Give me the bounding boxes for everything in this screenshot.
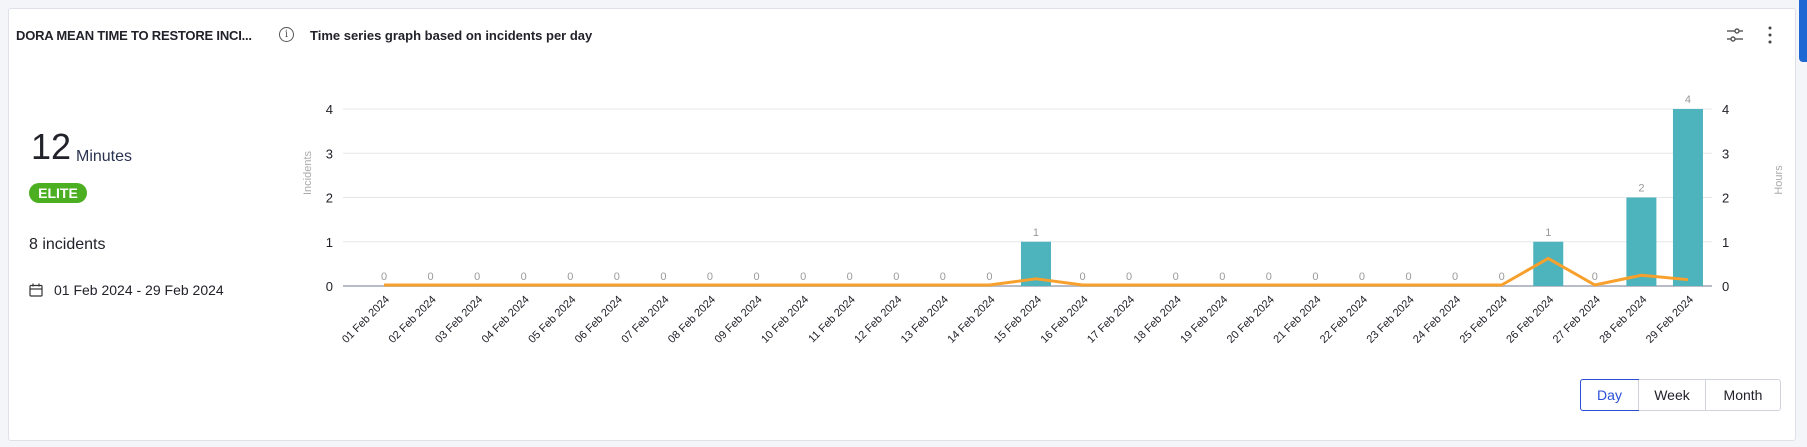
tab-day[interactable]: Day xyxy=(1580,379,1639,411)
bar-data-label: 0 xyxy=(1266,271,1272,283)
info-icon[interactable]: i xyxy=(279,27,294,42)
y2-tick-label: 1 xyxy=(1722,235,1729,250)
widget-title: DORA MEAN TIME TO RESTORE INCI... xyxy=(16,28,252,43)
x-tick-label: 28 Feb 2024 xyxy=(1597,294,1649,346)
bar-data-label: 0 xyxy=(1452,271,1458,283)
bar-data-label: 0 xyxy=(1312,271,1318,283)
bar-data-label: 0 xyxy=(1592,271,1598,283)
bar-data-label: 0 xyxy=(707,271,713,283)
bar-data-label: 0 xyxy=(1126,271,1132,283)
bar-data-label: 0 xyxy=(1173,271,1179,283)
y-tick-label: 3 xyxy=(326,146,333,161)
chart-subtitle: Time series graph based on incidents per… xyxy=(310,28,593,43)
bar-data-label: 0 xyxy=(753,271,759,283)
bar-data-label: 0 xyxy=(800,271,806,283)
x-tick-label: 14 Feb 2024 xyxy=(945,294,997,346)
x-tick-label: 19 Feb 2024 xyxy=(1178,294,1230,346)
bar-data-label: 0 xyxy=(1219,271,1225,283)
x-tick-label: 06 Feb 2024 xyxy=(573,294,625,346)
kebab-menu-icon[interactable] xyxy=(1760,25,1780,45)
y-tick-label: 4 xyxy=(326,102,333,117)
side-panel-tab[interactable] xyxy=(1799,0,1807,62)
bar-data-label: 0 xyxy=(1499,271,1505,283)
bar-data-label: 0 xyxy=(1079,271,1085,283)
incident-count: 8 incidents xyxy=(29,236,106,253)
tab-week[interactable]: Week xyxy=(1638,380,1705,410)
x-tick-label: 07 Feb 2024 xyxy=(619,294,671,346)
y2-tick-label: 3 xyxy=(1722,146,1729,161)
bar-data-label: 0 xyxy=(428,271,434,283)
calendar-icon xyxy=(29,283,43,297)
y2-tick-label: 4 xyxy=(1722,102,1729,117)
bar-data-label: 0 xyxy=(986,271,992,283)
x-tick-label: 24 Feb 2024 xyxy=(1411,294,1463,346)
x-tick-label: 16 Feb 2024 xyxy=(1039,294,1091,346)
y-axis-label: Incidents xyxy=(302,150,314,195)
x-tick-label: 25 Feb 2024 xyxy=(1458,294,1510,346)
x-tick-label: 05 Feb 2024 xyxy=(526,294,578,346)
x-tick-label: 15 Feb 2024 xyxy=(992,294,1044,346)
y2-tick-label: 2 xyxy=(1722,191,1729,206)
x-tick-label: 01 Feb 2024 xyxy=(340,294,392,346)
x-tick-label: 18 Feb 2024 xyxy=(1132,294,1184,346)
bar-data-label: 1 xyxy=(1033,227,1039,239)
mttr-value: 12 xyxy=(31,126,72,167)
x-tick-label: 22 Feb 2024 xyxy=(1318,294,1370,346)
bar-data-label: 0 xyxy=(567,271,573,283)
performance-badge: ELITE xyxy=(29,183,87,203)
x-tick-label: 20 Feb 2024 xyxy=(1225,294,1277,346)
x-tick-label: 17 Feb 2024 xyxy=(1085,294,1137,346)
granularity-toggle: Day Week Month xyxy=(1580,379,1781,411)
bar-data-label: 0 xyxy=(940,271,946,283)
bar-data-label: 2 xyxy=(1638,183,1644,195)
x-tick-label: 26 Feb 2024 xyxy=(1504,294,1556,346)
bar-data-label: 1 xyxy=(1545,227,1551,239)
bar-data-label: 0 xyxy=(1359,271,1365,283)
y2-tick-label: 0 xyxy=(1722,279,1729,294)
x-tick-label: 03 Feb 2024 xyxy=(433,294,485,346)
x-tick-label: 23 Feb 2024 xyxy=(1364,294,1416,346)
y-tick-label: 0 xyxy=(326,279,333,294)
dora-mttr-widget xyxy=(8,8,1796,441)
x-tick-label: 08 Feb 2024 xyxy=(666,294,718,346)
hours-line xyxy=(384,256,1689,287)
bar xyxy=(1626,197,1657,286)
bar-data-label: 0 xyxy=(847,271,853,283)
date-range: 01 Feb 2024 - 29 Feb 2024 xyxy=(54,282,224,298)
y2-axis-label: Hours xyxy=(1773,165,1785,195)
x-tick-label: 27 Feb 2024 xyxy=(1551,294,1603,346)
x-tick-label: 11 Feb 2024 xyxy=(806,294,858,346)
bar-data-label: 0 xyxy=(521,271,527,283)
bar xyxy=(1672,109,1703,286)
x-tick-label: 12 Feb 2024 xyxy=(852,294,904,346)
x-tick-label: 13 Feb 2024 xyxy=(899,294,951,346)
x-tick-label: 02 Feb 2024 xyxy=(387,294,439,346)
sliders-icon[interactable] xyxy=(1725,25,1745,45)
tab-month[interactable]: Month xyxy=(1705,380,1780,410)
bar-data-label: 4 xyxy=(1685,94,1691,106)
bar-data-label: 0 xyxy=(660,271,666,283)
x-tick-label: 29 Feb 2024 xyxy=(1644,294,1696,346)
y-tick-label: 1 xyxy=(326,235,333,250)
x-tick-label: 09 Feb 2024 xyxy=(713,294,765,346)
x-tick-label: 21 Feb 2024 xyxy=(1271,294,1323,346)
bar-data-label: 0 xyxy=(893,271,899,283)
bar-data-label: 0 xyxy=(474,271,480,283)
bar-data-label: 0 xyxy=(614,271,620,283)
bar-data-label: 0 xyxy=(381,271,387,283)
bar-data-label: 0 xyxy=(1405,271,1411,283)
y-tick-label: 2 xyxy=(326,191,333,206)
x-tick-label: 10 Feb 2024 xyxy=(759,294,811,346)
mttr-unit: Minutes xyxy=(76,148,133,165)
x-tick-label: 04 Feb 2024 xyxy=(480,294,532,346)
